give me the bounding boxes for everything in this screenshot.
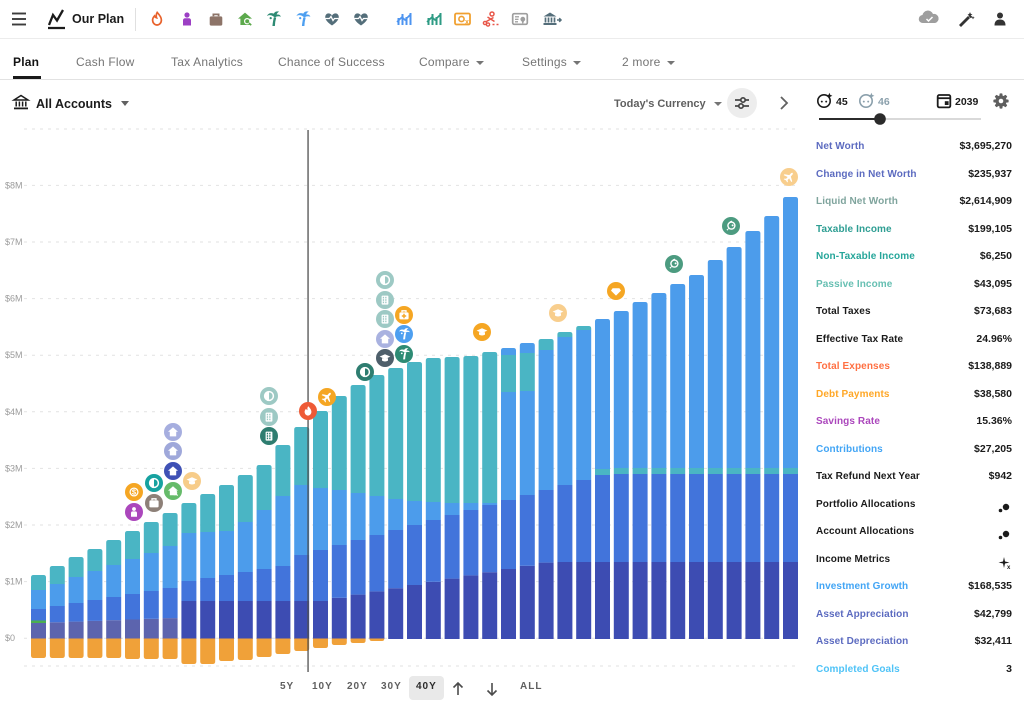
svg-text:x: x [465,19,469,26]
svg-text:$3M: $3M [5,463,23,473]
svg-text:$: $ [132,488,137,497]
svg-text:$8M: $8M [5,180,23,190]
svg-text:$5M: $5M [5,350,23,360]
svg-text:$6M: $6M [5,294,23,304]
svg-text:x: x [1007,565,1011,570]
svg-text:$7M: $7M [5,237,23,247]
svg-text:$4M: $4M [5,407,23,417]
svg-text:$0: $0 [5,633,15,643]
svg-text:$2M: $2M [5,520,23,530]
svg-text:$1M: $1M [5,577,23,587]
